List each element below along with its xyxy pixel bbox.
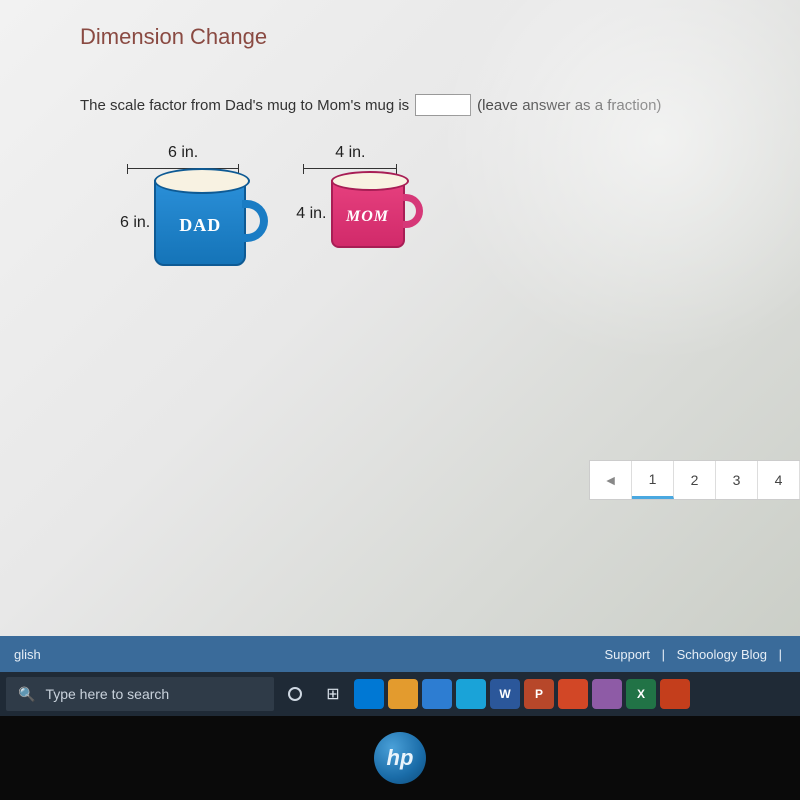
mom-mug: MOM bbox=[331, 180, 405, 248]
dad-side-dimension: 6 in. bbox=[120, 214, 150, 232]
dad-mug-label: DAD bbox=[156, 215, 244, 236]
pager-prev-button[interactable]: ◄ bbox=[590, 461, 632, 499]
page-title: Dimension Change bbox=[80, 24, 760, 50]
mom-mug-label: MOM bbox=[333, 208, 403, 226]
task-view-button[interactable]: ⊞ bbox=[316, 677, 350, 711]
taskbar-app-generic-3[interactable] bbox=[660, 679, 690, 709]
search-placeholder: Type here to search bbox=[45, 686, 169, 702]
question-prefix: The scale factor from Dad's mug to Mom's… bbox=[80, 97, 409, 114]
laptop-bezel: hp bbox=[0, 716, 800, 800]
mom-top-dimension: 4 in. bbox=[335, 144, 365, 162]
footer-separator: | bbox=[662, 647, 665, 662]
pagination: ◄ 1 2 3 4 bbox=[589, 460, 800, 500]
cortana-button[interactable] bbox=[278, 677, 312, 711]
mom-mug-group: 4 in. 4 in. MOM bbox=[296, 144, 404, 266]
taskbar-search[interactable]: 🔍 Type here to search bbox=[6, 677, 274, 711]
taskbar-app-powerpoint[interactable]: P bbox=[524, 679, 554, 709]
question-suffix: (leave answer as a fraction) bbox=[477, 97, 661, 114]
taskbar-app-edge[interactable] bbox=[354, 679, 384, 709]
taskbar-app-store[interactable] bbox=[422, 679, 452, 709]
mugs-illustration: 6 in. 6 in. DAD 4 in. bbox=[120, 144, 760, 266]
answer-input[interactable] bbox=[415, 94, 471, 116]
question-text: The scale factor from Dad's mug to Mom's… bbox=[80, 94, 760, 116]
taskbar-app-excel[interactable]: X bbox=[626, 679, 656, 709]
footer-separator: | bbox=[779, 647, 782, 662]
pager-page-2[interactable]: 2 bbox=[674, 461, 716, 499]
taskbar-app-mail[interactable] bbox=[456, 679, 486, 709]
windows-taskbar: 🔍 Type here to search ⊞ W P X bbox=[0, 672, 800, 716]
taskbar-app-generic-1[interactable] bbox=[558, 679, 588, 709]
mom-side-dimension: 4 in. bbox=[296, 205, 326, 223]
dad-top-dimension: 6 in. bbox=[168, 144, 198, 162]
dad-mug-group: 6 in. 6 in. DAD bbox=[120, 144, 246, 266]
taskbar-app-word[interactable]: W bbox=[490, 679, 520, 709]
circle-icon bbox=[288, 687, 302, 701]
footer-blog-link[interactable]: Schoology Blog bbox=[677, 647, 767, 662]
footer-support-link[interactable]: Support bbox=[604, 647, 650, 662]
pager-page-3[interactable]: 3 bbox=[716, 461, 758, 499]
taskbar-app-explorer[interactable] bbox=[388, 679, 418, 709]
taskbar-app-generic-2[interactable] bbox=[592, 679, 622, 709]
pager-page-1[interactable]: 1 bbox=[632, 461, 674, 499]
footer-language[interactable]: glish bbox=[14, 647, 41, 662]
search-icon: 🔍 bbox=[18, 686, 35, 703]
dad-mug: DAD bbox=[154, 180, 246, 266]
pager-page-4[interactable]: 4 bbox=[758, 461, 800, 499]
hp-logo: hp bbox=[374, 732, 426, 784]
footer-bar: glish Support | Schoology Blog | bbox=[0, 636, 800, 672]
